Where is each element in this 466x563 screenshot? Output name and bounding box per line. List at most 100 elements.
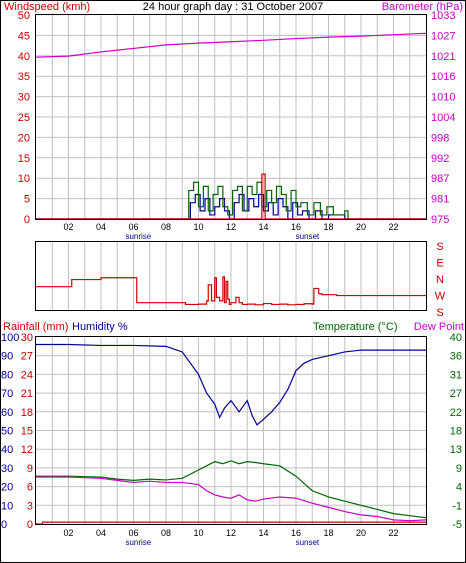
panel3-x-tick-label: 16 — [291, 528, 301, 538]
humidity-tick-label: 90 — [1, 351, 13, 363]
temperature-tick-label: 27 — [450, 388, 462, 400]
windspeed-tick-label: 35 — [18, 71, 30, 83]
barometer-tick-label: 1021 — [431, 51, 455, 63]
windspeed-tick-labels: 0 5 10 15 20 25 30 35 40 45 50 — [18, 10, 30, 226]
barometer-axis-title: Barometer (hPa) — [382, 1, 463, 13]
panel1-x-tick-label: 04 — [96, 222, 106, 232]
wind_avg-line — [36, 193, 426, 220]
panel1-sun-label: sunrise — [125, 232, 151, 241]
temperature-tick-label: -1 — [452, 500, 462, 512]
panel3-x-tick-label: 02 — [63, 528, 73, 538]
rainfall-tick-label: 12 — [21, 444, 33, 456]
humidity-tick-label: 30 — [1, 463, 13, 475]
temperature-tick-label: 13 — [450, 444, 462, 456]
panel3-x-tick-label: 10 — [193, 528, 203, 538]
direction-label: E — [436, 258, 443, 270]
humidity-tick-label: 60 — [1, 407, 13, 419]
panel1-sun-label: sunset — [296, 232, 320, 241]
barometer-tick-label: 1010 — [431, 92, 455, 104]
humidity-tick-label: 40 — [1, 444, 13, 456]
panel3-x-tick-label: 18 — [323, 528, 333, 538]
direction-label: S — [436, 307, 443, 319]
barometer-tick-label: 992 — [431, 153, 449, 165]
panel1-x-tick-label: 06 — [128, 222, 138, 232]
temperature-axis-title: Temperature (°C) — [313, 321, 397, 333]
panel3-sun-label: sunrise — [125, 538, 151, 547]
panel1-frame — [35, 14, 427, 220]
panel3-x-tick-label: 14 — [258, 528, 268, 538]
humidity-tick-labels: 0 10 20 30 40 50 60 70 80 90 100 — [1, 332, 19, 531]
barometer-tick-label: 1033 — [431, 10, 455, 22]
dew_point-line — [36, 476, 427, 522]
barometer-tick-label: 975 — [431, 214, 449, 226]
rainfall-tick-label: 3 — [27, 500, 33, 512]
panel1-sun-labels: sunrise sunset — [125, 232, 319, 241]
windspeed-tick-label: 25 — [18, 112, 30, 124]
windspeed-tick-label: 40 — [18, 51, 30, 63]
temperature-tick-label: 22 — [450, 407, 462, 419]
windspeed-tick-label: 45 — [18, 30, 30, 42]
windspeed-tick-label: 5 — [24, 194, 30, 206]
direction-label: W — [435, 291, 446, 303]
barometer-tick-label: 987 — [431, 173, 449, 185]
panel3-x-tick-label: 06 — [128, 528, 138, 538]
rainfall-tick-label: 15 — [21, 426, 33, 438]
barometer-line — [35, 32, 427, 58]
panel1-x-tick-labels: 02 04 06 08 10 12 14 16 18 20 22 — [63, 222, 398, 232]
rainfall-tick-label: 21 — [21, 388, 33, 400]
panel3-x-tick-labels: 02 04 06 08 10 12 14 16 18 20 22 — [63, 528, 398, 538]
humidity-tick-label: 20 — [1, 482, 13, 494]
humidity-tick-label: 50 — [1, 426, 13, 438]
windspeed-tick-label: 10 — [18, 173, 30, 185]
humidity-line — [36, 343, 426, 426]
temperature-tick-label: 9 — [456, 463, 462, 475]
panel1-x-tick-label: 02 — [63, 222, 73, 232]
panel2-grid — [51, 242, 411, 310]
direction-label: N — [436, 274, 444, 286]
panel3-x-tick-label: 04 — [96, 528, 106, 538]
temperature-tick-labels: -5 -1 4 9 13 18 22 27 31 36 40 — [450, 332, 462, 531]
panel3-x-tick-label: 08 — [161, 528, 171, 538]
rainfall-tick-label: 27 — [21, 351, 33, 363]
panel1-x-tick-label: 18 — [323, 222, 333, 232]
humidity-tick-label: 10 — [1, 500, 13, 512]
windspeed-tick-label: 0 — [24, 214, 30, 226]
rainfall-tick-label: 30 — [21, 332, 33, 344]
dewpoint-axis-title: Dew Point — [414, 321, 464, 333]
windspeed-tick-label: 30 — [18, 92, 30, 104]
rainfall-tick-label: 24 — [21, 369, 33, 381]
temperature-tick-label: 18 — [450, 426, 462, 438]
direction-line — [36, 276, 427, 306]
humidity-tick-label: 0 — [1, 519, 7, 531]
panel1-title: 24 hour graph day : 31 October 2007 — [143, 1, 323, 13]
windspeed-axis-title: Windspeed (kmh) — [4, 1, 90, 13]
panel3-x-tick-label: 20 — [356, 528, 366, 538]
panel1-x-tick-label: 14 — [258, 222, 268, 232]
humidity-tick-label: 80 — [1, 369, 13, 381]
rainfall-tick-label: 0 — [27, 519, 33, 531]
panel3-grid — [36, 337, 426, 524]
temperature-tick-label: 4 — [456, 482, 462, 494]
temperature-tick-label: -5 — [452, 519, 462, 531]
windspeed-tick-label: 15 — [18, 153, 30, 165]
humidity-axis-title: Humidity % — [72, 321, 128, 333]
barometer-tick-label: 981 — [431, 194, 449, 206]
barometer-tick-label: 1016 — [431, 71, 455, 83]
panel2-frame — [35, 241, 427, 311]
barometer-tick-label: 1027 — [431, 30, 455, 42]
rainfall-tick-labels: 0 3 6 9 12 15 18 21 24 27 30 — [21, 332, 33, 531]
barometer-tick-labels: 975 981 987 992 998 1004 1010 1016 1021 1027 1033 — [431, 10, 455, 226]
panel1-x-tick-label: 22 — [388, 222, 398, 232]
windspeed-tick-label: 20 — [18, 132, 30, 144]
panel3-x-tick-label: 12 — [226, 528, 236, 538]
panel3-x-tick-label: 22 — [388, 528, 398, 538]
temperature-tick-label: 36 — [450, 351, 462, 363]
panel1-x-tick-label: 16 — [291, 222, 301, 232]
panel1-x-tick-label: 10 — [193, 222, 203, 232]
direction-label: S — [436, 241, 443, 253]
panel3-sun-label: sunset — [296, 538, 320, 547]
